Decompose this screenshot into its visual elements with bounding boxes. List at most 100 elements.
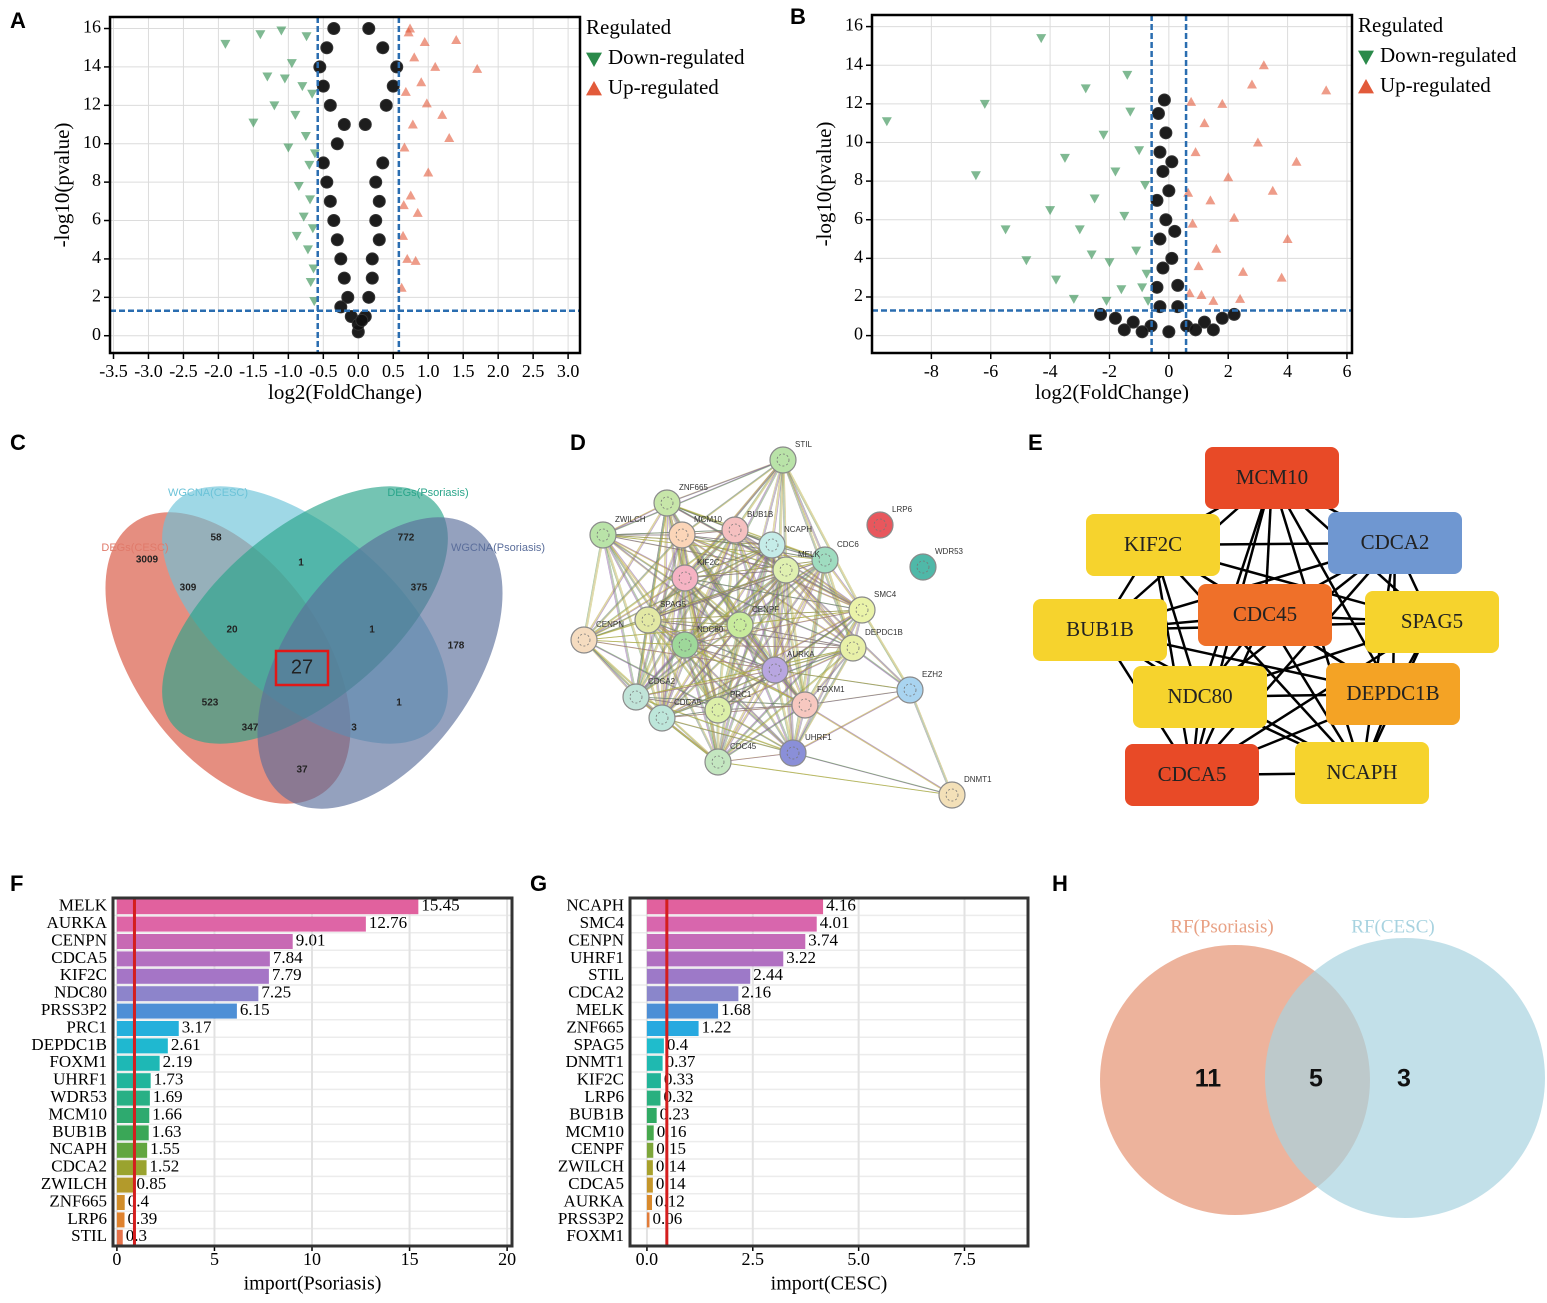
bar bbox=[646, 951, 784, 967]
value-label: 0.3 bbox=[126, 1226, 147, 1245]
edge bbox=[716, 647, 853, 763]
node-label: MCM10 bbox=[1236, 465, 1308, 489]
edge bbox=[860, 609, 910, 691]
point bbox=[1165, 155, 1179, 169]
region-count: 1 bbox=[298, 558, 304, 569]
point bbox=[1137, 283, 1148, 293]
node-label: CDC6 bbox=[837, 540, 859, 549]
node-label: BUB1B bbox=[1066, 617, 1134, 641]
region-count: 178 bbox=[448, 641, 465, 652]
point bbox=[1157, 93, 1171, 107]
point bbox=[305, 195, 316, 205]
value-label: 15.45 bbox=[421, 896, 459, 915]
point bbox=[1108, 311, 1122, 325]
node bbox=[671, 631, 699, 659]
node-label: SPAG5 bbox=[660, 600, 687, 609]
legend-label: Down-regulated bbox=[1380, 43, 1517, 67]
edge bbox=[791, 689, 910, 754]
point bbox=[1235, 293, 1246, 303]
point bbox=[304, 160, 315, 170]
y-tick-label: 4 bbox=[92, 247, 101, 267]
point bbox=[979, 99, 990, 109]
node bbox=[704, 748, 732, 776]
value-label: 7.84 bbox=[273, 948, 303, 967]
edge bbox=[634, 624, 740, 698]
edge bbox=[717, 669, 776, 763]
edge bbox=[636, 647, 855, 698]
edge bbox=[582, 639, 718, 763]
point bbox=[1119, 211, 1130, 221]
bar bbox=[116, 1229, 123, 1245]
x-axis-label: log2(FoldChange) bbox=[268, 380, 422, 404]
legend-marker bbox=[586, 81, 602, 96]
node-label: DEPDC1B bbox=[865, 628, 903, 637]
point bbox=[1183, 187, 1194, 197]
point bbox=[307, 224, 318, 234]
set-label: RF(CESC) bbox=[1351, 916, 1434, 937]
node-inner bbox=[786, 746, 800, 760]
node-label: NCAPH bbox=[1326, 760, 1397, 784]
bar bbox=[646, 916, 817, 932]
x-tick-label: -1.5 bbox=[239, 361, 268, 381]
edge bbox=[583, 529, 736, 641]
node-label: CDCA2 bbox=[648, 677, 676, 686]
edge bbox=[718, 761, 954, 796]
edge bbox=[603, 534, 827, 561]
point bbox=[1197, 315, 1211, 329]
value-label: 0.12 bbox=[655, 1191, 685, 1210]
point bbox=[1159, 213, 1173, 227]
edge bbox=[785, 569, 854, 649]
node bbox=[1086, 514, 1220, 576]
point bbox=[386, 79, 400, 93]
x-tick-label: 2.5 bbox=[522, 361, 545, 381]
category-label: KIF2C bbox=[577, 1070, 624, 1089]
point bbox=[341, 290, 355, 304]
point bbox=[1153, 145, 1167, 159]
y-tick-label: 14 bbox=[845, 53, 863, 73]
node-inner bbox=[873, 518, 887, 532]
point bbox=[316, 79, 330, 93]
edge bbox=[681, 459, 784, 536]
region-count: 375 bbox=[411, 583, 428, 594]
point bbox=[1101, 296, 1112, 306]
y-tick-label: 2 bbox=[92, 285, 101, 305]
point bbox=[1141, 269, 1152, 279]
edge bbox=[648, 609, 864, 621]
edge bbox=[584, 639, 720, 763]
set-label: WGCNA(CESC) bbox=[168, 487, 248, 499]
point bbox=[1229, 212, 1240, 222]
bar bbox=[116, 1055, 160, 1071]
node bbox=[634, 606, 662, 634]
point bbox=[1135, 325, 1149, 339]
y-tick-label: 0 bbox=[92, 324, 101, 344]
category-label: LRP6 bbox=[67, 1209, 107, 1228]
x-axis-label: log2(FoldChange) bbox=[1035, 380, 1189, 404]
bar bbox=[116, 1177, 134, 1193]
y-tick-label: 2 bbox=[854, 285, 863, 305]
category-label: DNMT1 bbox=[565, 1052, 624, 1071]
point bbox=[323, 98, 337, 112]
point bbox=[376, 156, 390, 170]
node-inner bbox=[577, 633, 591, 647]
edge bbox=[582, 534, 603, 641]
value-label: 4.01 bbox=[820, 913, 850, 932]
point bbox=[320, 41, 334, 55]
node bbox=[791, 691, 819, 719]
region-count: 1 bbox=[369, 625, 375, 636]
edge bbox=[774, 669, 794, 754]
point bbox=[255, 30, 266, 40]
category-label: PRC1 bbox=[66, 1017, 107, 1036]
bar bbox=[646, 968, 751, 984]
point bbox=[1125, 107, 1136, 117]
edge bbox=[1270, 477, 1395, 695]
point bbox=[313, 60, 327, 74]
value-label: 0.14 bbox=[656, 1157, 686, 1176]
point bbox=[362, 22, 376, 36]
edge bbox=[684, 559, 826, 646]
edge bbox=[716, 704, 805, 763]
bar bbox=[116, 1125, 149, 1141]
point bbox=[1193, 261, 1204, 271]
edge bbox=[646, 459, 783, 621]
y-tick-label: 6 bbox=[92, 209, 101, 229]
point bbox=[970, 171, 981, 181]
